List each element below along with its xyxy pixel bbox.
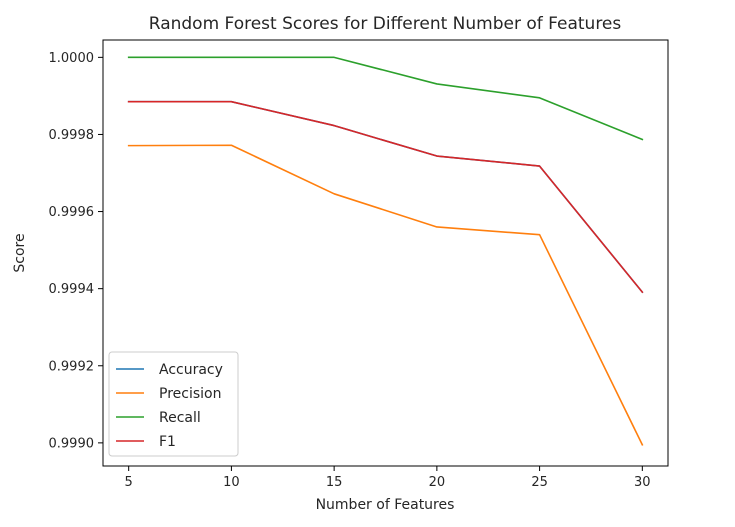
y-tick-label: 0.9992	[49, 359, 95, 374]
series-line-precision	[127, 144, 644, 446]
x-tick-label: 15	[326, 475, 343, 490]
chart-title: Random Forest Scores for Different Numbe…	[149, 14, 622, 34]
y-tick-label: 1.0000	[49, 51, 95, 66]
y-axis-label: Score	[12, 233, 28, 272]
legend-label-precision: Precision	[159, 386, 221, 402]
series-line-f1	[127, 100, 644, 294]
y-axis-ticks: 0.9990 0.9992 0.9994 0.9996 0.9998 1.0000	[49, 51, 103, 451]
legend-label-f1: F1	[159, 434, 176, 450]
series-line-recall	[127, 56, 644, 141]
legend-label-accuracy: Accuracy	[159, 362, 223, 378]
legend-box	[108, 351, 239, 457]
y-tick-label: 0.9990	[49, 436, 95, 451]
x-tick-label: 10	[223, 475, 240, 490]
x-tick-label: 25	[531, 475, 548, 490]
x-tick-label: 5	[125, 475, 133, 490]
y-tick-label: 0.9996	[49, 205, 95, 220]
y-tick-label: 0.9998	[49, 128, 95, 143]
x-axis-label: Number of Features	[316, 497, 455, 513]
legend: Accuracy Precision Recall F1	[108, 351, 239, 457]
x-tick-label: 30	[634, 475, 651, 490]
plot-frame	[102, 39, 669, 467]
legend-label-recall: Recall	[159, 410, 201, 426]
series-lines	[127, 56, 644, 446]
y-tick-label: 0.9994	[49, 282, 95, 297]
x-tick-label: 20	[429, 475, 446, 490]
x-axis-ticks: 5 10 15 20 25 30	[125, 466, 651, 490]
